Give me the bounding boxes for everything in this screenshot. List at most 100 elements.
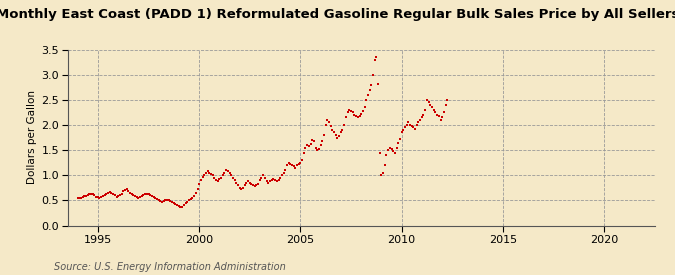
- Point: [375, 150, 385, 155]
- Point: [184, 198, 194, 203]
- Point: [202, 169, 213, 174]
- Point: [438, 110, 449, 115]
- Point: [104, 190, 115, 194]
- Point: [346, 109, 356, 113]
- Point: [281, 163, 292, 167]
- Point: [416, 115, 427, 120]
- Point: [254, 178, 265, 182]
- Point: [101, 192, 112, 197]
- Point: [185, 197, 196, 202]
- Point: [410, 127, 421, 131]
- Point: [405, 123, 416, 127]
- Point: [273, 178, 284, 182]
- Point: [290, 166, 301, 170]
- Point: [194, 182, 205, 186]
- Point: [381, 153, 392, 157]
- Point: [236, 187, 246, 191]
- Point: [180, 201, 191, 206]
- Point: [325, 124, 336, 128]
- Point: [432, 113, 443, 117]
- Point: [169, 201, 180, 206]
- Point: [111, 195, 122, 199]
- Point: [223, 169, 234, 174]
- Point: [213, 179, 223, 183]
- Point: [187, 196, 198, 200]
- Point: [190, 191, 201, 195]
- Point: [167, 200, 178, 205]
- Point: [256, 175, 267, 180]
- Point: [192, 187, 203, 191]
- Point: [215, 175, 226, 180]
- Point: [403, 120, 414, 125]
- Point: [317, 139, 327, 143]
- Point: [396, 130, 407, 135]
- Point: [296, 158, 307, 162]
- Point: [285, 162, 296, 166]
- Point: [79, 194, 90, 199]
- Point: [339, 123, 350, 127]
- Point: [356, 112, 367, 116]
- Point: [117, 189, 128, 194]
- Point: [385, 145, 396, 150]
- Point: [401, 123, 412, 127]
- Point: [367, 72, 378, 77]
- Point: [170, 202, 181, 207]
- Point: [408, 125, 418, 130]
- Point: [300, 145, 310, 150]
- Point: [124, 191, 135, 195]
- Point: [204, 170, 215, 175]
- Point: [241, 181, 252, 185]
- Point: [214, 177, 225, 182]
- Point: [172, 203, 183, 208]
- Point: [314, 147, 325, 151]
- Point: [248, 183, 259, 188]
- Point: [349, 113, 360, 117]
- Point: [276, 173, 287, 177]
- Point: [217, 173, 228, 177]
- Point: [157, 200, 167, 204]
- Y-axis label: Dollars per Gallon: Dollars per Gallon: [27, 90, 37, 185]
- Point: [423, 100, 434, 104]
- Point: [279, 168, 290, 172]
- Point: [126, 192, 137, 196]
- Point: [386, 147, 397, 151]
- Point: [87, 192, 99, 196]
- Point: [312, 148, 323, 152]
- Point: [398, 128, 408, 132]
- Point: [364, 87, 375, 92]
- Point: [227, 175, 238, 180]
- Point: [197, 175, 208, 179]
- Point: [421, 98, 432, 102]
- Point: [362, 93, 373, 97]
- Point: [130, 194, 140, 199]
- Point: [266, 178, 277, 182]
- Point: [175, 205, 186, 210]
- Point: [268, 177, 279, 182]
- Point: [342, 110, 353, 115]
- Point: [334, 134, 345, 138]
- Point: [377, 170, 388, 175]
- Point: [393, 140, 404, 145]
- Point: [72, 196, 83, 200]
- Point: [359, 105, 370, 109]
- Point: [86, 192, 97, 196]
- Point: [319, 133, 329, 137]
- Point: [128, 193, 139, 197]
- Point: [354, 114, 365, 118]
- Point: [322, 118, 333, 122]
- Point: [427, 105, 437, 109]
- Point: [366, 82, 377, 87]
- Point: [308, 139, 319, 143]
- Point: [244, 181, 255, 185]
- Point: [134, 195, 145, 200]
- Point: [352, 115, 363, 120]
- Point: [335, 130, 346, 135]
- Point: [243, 179, 254, 183]
- Point: [440, 103, 451, 107]
- Point: [84, 192, 95, 197]
- Point: [324, 120, 335, 125]
- Point: [271, 179, 282, 183]
- Text: Monthly East Coast (PADD 1) Reformulated Gasoline Regular Bulk Sales Price by Al: Monthly East Coast (PADD 1) Reformulated…: [0, 8, 675, 21]
- Point: [133, 196, 144, 200]
- Point: [146, 194, 157, 198]
